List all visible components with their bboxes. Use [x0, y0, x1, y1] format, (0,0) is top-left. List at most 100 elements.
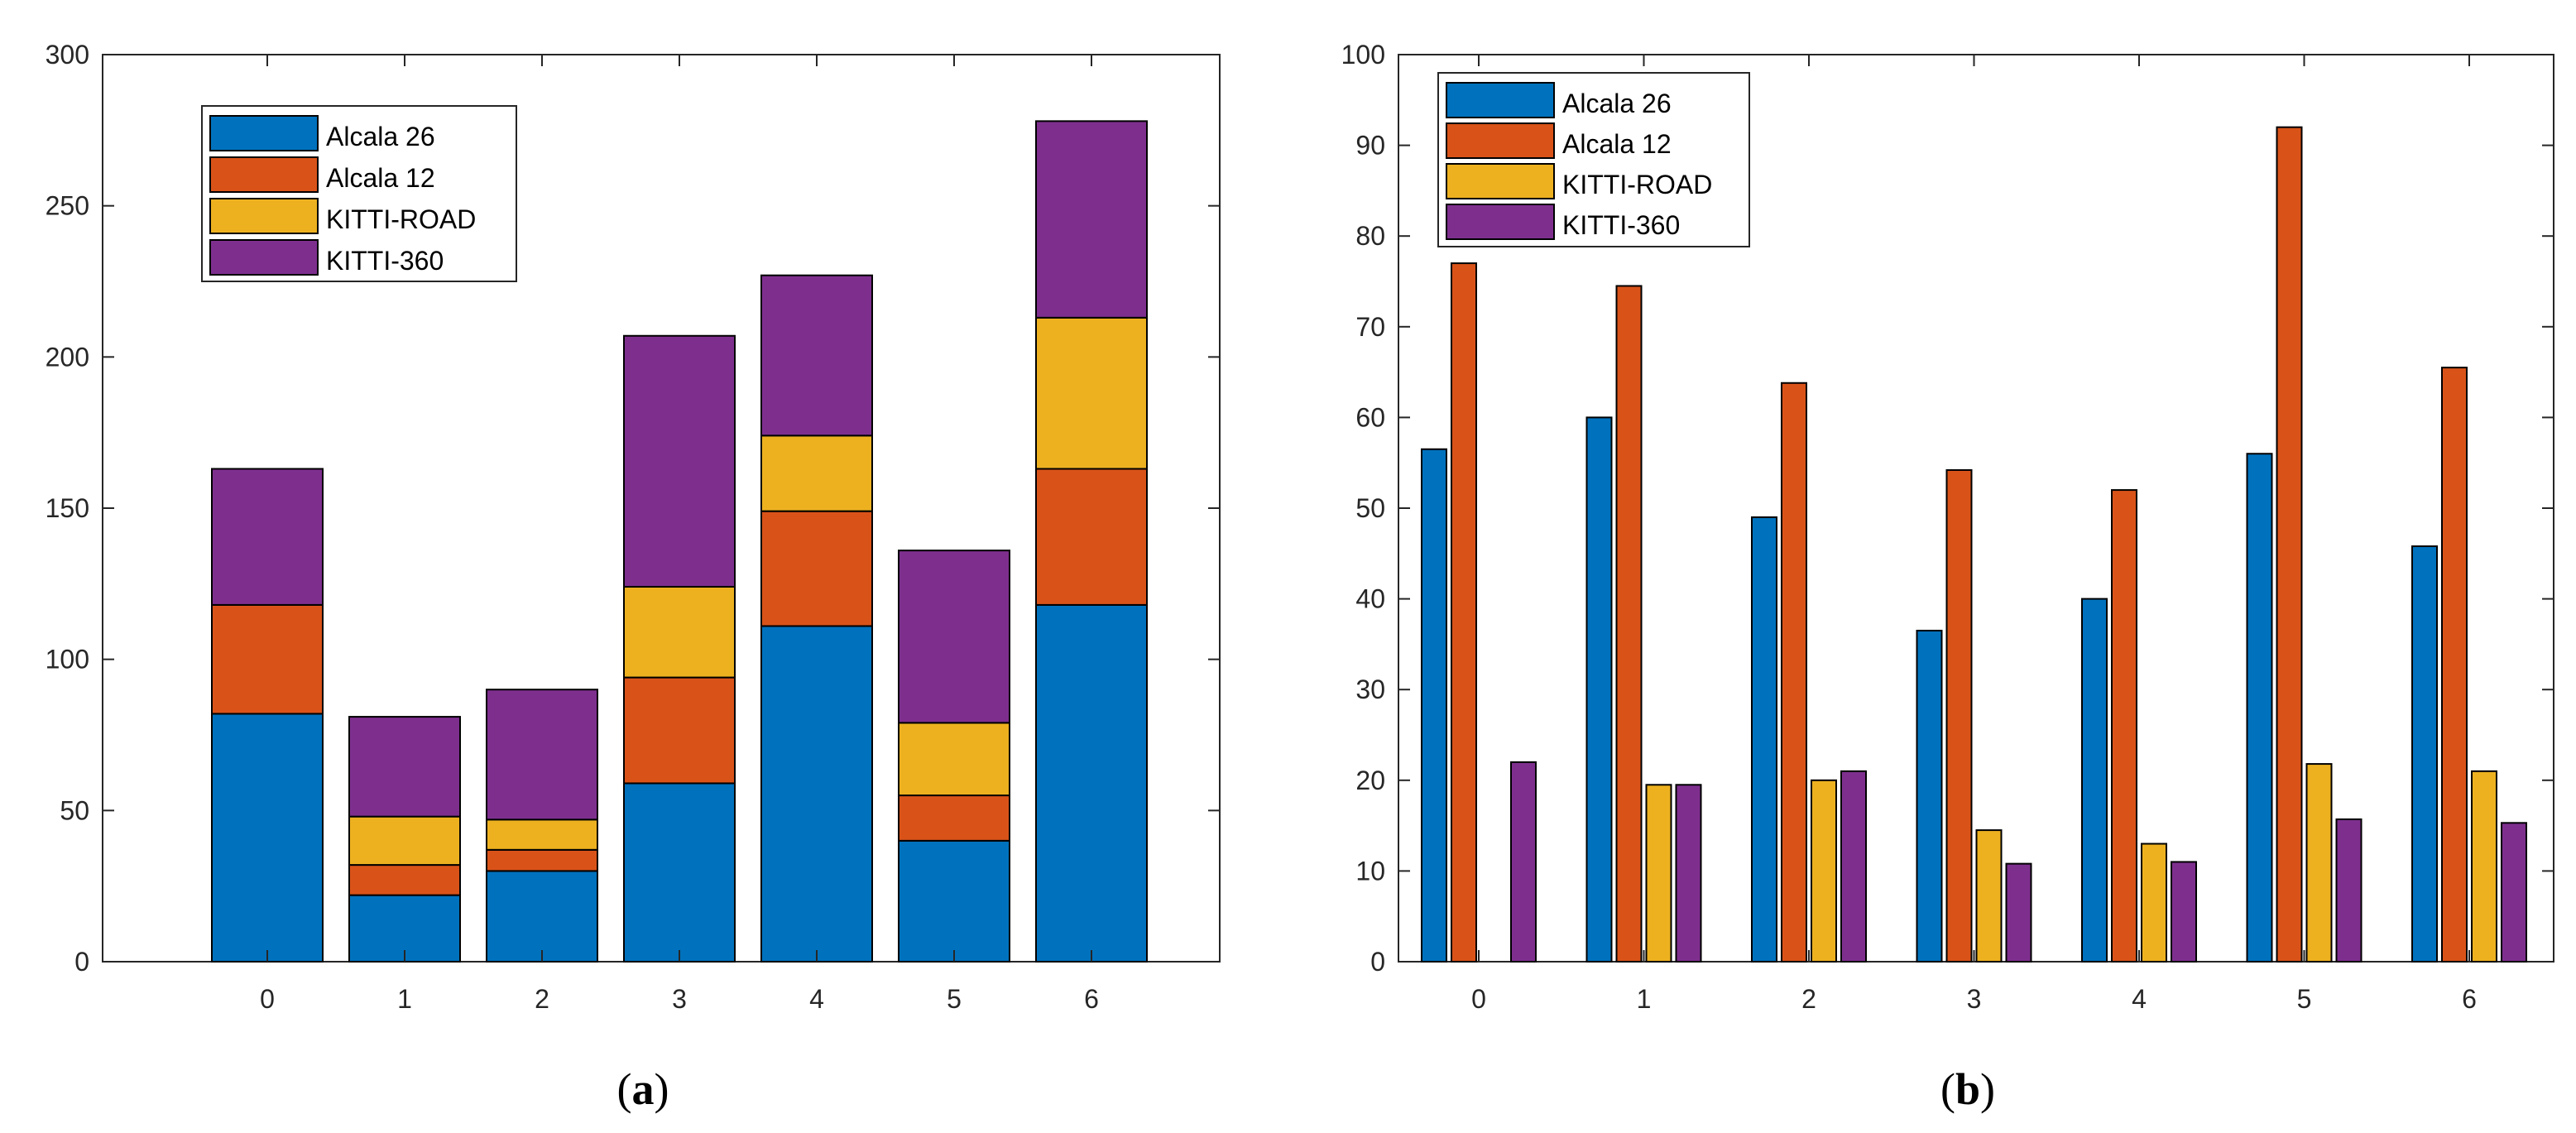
bar-alcala-26-3	[1916, 629, 1943, 963]
ytick-label: 60	[1355, 402, 1385, 432]
bar-kitti-360-1	[348, 716, 461, 818]
xtick-label: 0	[1471, 984, 1486, 1014]
legend-b: Alcala 26 Alcala 12 KITTI-ROAD KITTI-360	[1437, 72, 1750, 247]
xtick-label: 6	[1084, 984, 1099, 1014]
bar-alcala-26-6	[2411, 545, 2438, 963]
ytick-label: 300	[46, 40, 89, 70]
xtick-label: 6	[2462, 984, 2477, 1014]
ytick-label: 200	[46, 342, 89, 372]
bar-alcala-26-6	[1035, 603, 1148, 963]
bar-kitti-road-3	[623, 585, 736, 679]
bar-alcala-26-3	[623, 782, 736, 963]
xtick-label: 3	[1967, 984, 1982, 1014]
bar-alcala-26-2	[1751, 516, 1777, 963]
legend-swatch	[1446, 163, 1555, 199]
bar-alcala-26-0	[1421, 448, 1447, 963]
bar-kitti-360-6	[1035, 120, 1148, 319]
bar-alcala-12-0	[1451, 262, 1477, 963]
bar-kitti-360-0	[211, 468, 324, 606]
ytick-label: 0	[74, 947, 89, 977]
legend-label: KITTI-360	[1562, 210, 1680, 240]
bar-kitti-road-4	[760, 434, 873, 512]
ytick-label: 0	[1370, 947, 1385, 977]
bar-kitti-road-6	[1035, 316, 1148, 470]
ytick-label: 150	[46, 493, 89, 523]
ytick-label: 50	[1355, 493, 1385, 523]
bar-kitti-360-4	[760, 274, 873, 437]
bar-alcala-12-6	[2441, 367, 2468, 963]
bar-alcala-26-0	[211, 713, 324, 963]
bar-alcala-12-0	[211, 603, 324, 715]
bar-kitti-road-5	[898, 722, 1010, 797]
xtick-label: 5	[2297, 984, 2312, 1014]
bar-kitti-road-5	[2305, 763, 2333, 963]
bar-alcala-12-3	[623, 676, 736, 785]
legend-label: Alcala 26	[1562, 89, 1672, 118]
caption-b: (b)	[1940, 1064, 1995, 1114]
chart-panel-b: 0 10 20 30 40 50 60 70 80 90 100 0 1 2 3 4 5 6 Alcala 26…	[1341, 40, 2554, 1114]
ytick-label: 30	[1355, 675, 1385, 704]
legend-label: KITTI-360	[326, 246, 444, 276]
ytick-label: 70	[1355, 312, 1385, 342]
bar-kitti-360-1	[1675, 784, 1702, 963]
ytick-label: 100	[46, 645, 89, 675]
bar-kitti-road-2	[486, 819, 598, 851]
legend-swatch	[209, 115, 319, 151]
bar-alcala-12-2	[486, 848, 598, 872]
bar-kitti-road-6	[2471, 770, 2497, 963]
legend-a: Alcala 26 Alcala 12 KITTI-ROAD KITTI-360	[201, 105, 517, 282]
bar-alcala-26-5	[898, 839, 1010, 963]
bar-kitti-road-3	[1975, 829, 2003, 963]
legend-label: Alcala 12	[1562, 129, 1672, 159]
ytick-label: 250	[46, 191, 89, 221]
bar-kitti-360-3	[623, 334, 736, 588]
bar-alcala-12-5	[2276, 126, 2303, 963]
bar-alcala-26-1	[1585, 416, 1613, 963]
bar-kitti-360-5	[2335, 818, 2363, 963]
legend-label: KITTI-ROAD	[326, 204, 476, 234]
xtick-label: 5	[947, 984, 962, 1014]
bar-alcala-26-4	[760, 625, 873, 963]
xtick-label: 2	[1801, 984, 1816, 1014]
bar-alcala-12-6	[1035, 468, 1148, 606]
xtick-label: 4	[809, 984, 824, 1014]
bar-kitti-road-4	[2141, 843, 2167, 963]
legend-swatch	[209, 198, 319, 234]
bar-alcala-12-2	[1781, 382, 1807, 963]
xtick-label: 0	[260, 984, 275, 1014]
bar-alcala-26-4	[2081, 598, 2108, 963]
ytick-label: 100	[1341, 40, 1385, 70]
legend-label: KITTI-ROAD	[1562, 170, 1712, 199]
bar-alcala-26-2	[486, 870, 598, 963]
xtick-label: 2	[535, 984, 549, 1014]
xtick-label: 4	[2132, 984, 2147, 1014]
bar-alcala-12-5	[898, 795, 1010, 842]
bar-kitti-road-1	[348, 815, 461, 867]
xtick-label: 3	[672, 984, 687, 1014]
caption-a: (a)	[617, 1064, 669, 1114]
legend-label: Alcala 12	[326, 163, 435, 193]
ytick-label: 80	[1355, 221, 1385, 251]
bar-kitti-360-3	[2005, 862, 2032, 963]
bar-alcala-12-1	[1615, 285, 1643, 963]
bar-kitti-360-5	[898, 550, 1010, 724]
bar-alcala-26-5	[2246, 453, 2273, 963]
ytick-label: 90	[1355, 131, 1385, 161]
legend-swatch	[1446, 82, 1555, 118]
legend-swatch	[209, 239, 319, 276]
bar-alcala-12-3	[1945, 468, 1973, 963]
bar-alcala-12-4	[760, 510, 873, 627]
bar-kitti-360-2	[1840, 770, 1867, 963]
legend-swatch	[1446, 204, 1555, 240]
ytick-label: 20	[1355, 766, 1385, 795]
bar-alcala-12-4	[2111, 489, 2137, 963]
xtick-label: 1	[1637, 984, 1652, 1014]
legend-swatch	[1446, 122, 1555, 159]
ytick-label: 10	[1355, 856, 1385, 886]
bar-kitti-360-4	[2171, 861, 2197, 963]
bar-kitti-360-0	[1510, 761, 1537, 963]
legend-swatch	[209, 156, 319, 193]
xtick-label: 1	[397, 984, 412, 1014]
